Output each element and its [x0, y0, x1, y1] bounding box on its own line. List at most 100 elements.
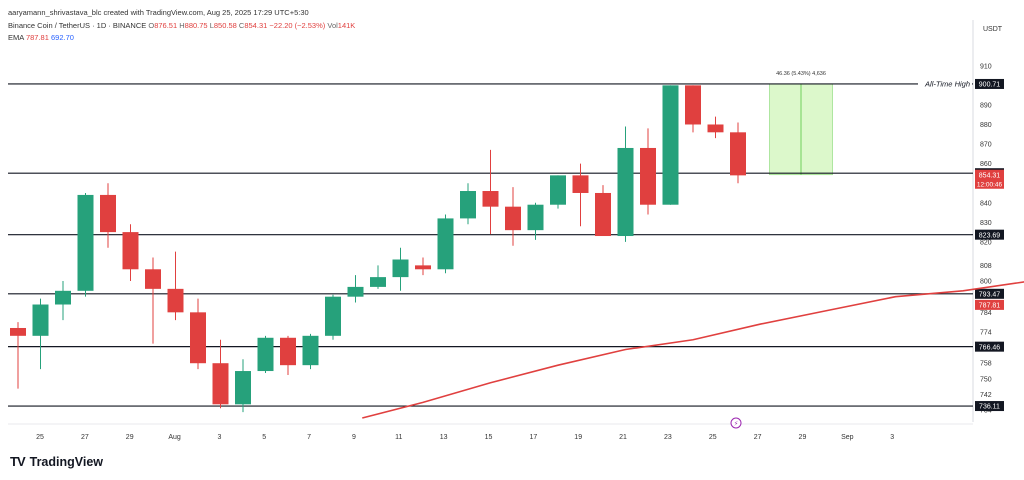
candle-body — [662, 85, 679, 205]
ohlc-high: 880.75 — [184, 21, 208, 30]
price-tag-label: 854.31 — [979, 172, 1001, 179]
x-tick-label: 25 — [36, 434, 44, 441]
ema-line — [362, 281, 1024, 419]
y-tick-label: 880 — [980, 122, 992, 129]
x-tick-label: 11 — [395, 434, 402, 441]
candle-body — [460, 191, 476, 219]
candle-body — [55, 290, 71, 305]
level-price-tag — [975, 229, 1004, 240]
candle-body — [685, 85, 701, 125]
level-price-tag — [975, 401, 1004, 412]
candle-body — [482, 191, 499, 207]
currency-label[interactable]: USDT — [983, 26, 1003, 33]
candle-body — [370, 277, 386, 287]
candle-body — [235, 371, 251, 405]
x-tick-label: Aug — [168, 434, 181, 441]
candle-body — [392, 259, 409, 278]
x-tick-label: 25 — [709, 434, 717, 441]
candle-body — [347, 286, 364, 297]
x-tick-label: 23 — [664, 434, 672, 441]
ohlc-l-label: L — [209, 21, 214, 30]
candle-body — [572, 175, 589, 193]
x-tick-label: 29 — [799, 434, 807, 441]
symbol-ohlc-line: Binance Coin / TetherUS · 1D · BINANCE O… — [8, 21, 355, 30]
candle-body — [100, 194, 116, 233]
ema-value-1: 787.81 — [25, 33, 49, 42]
candle-body — [212, 363, 229, 405]
ema-label[interactable]: EMA — [8, 33, 24, 42]
y-tick-label: 734 — [980, 408, 992, 415]
level-price-label: 736.11 — [979, 404, 1000, 411]
y-tick-label: 910 — [980, 63, 992, 70]
ema-value-2: 692.70 — [50, 33, 74, 42]
price-tag-label: 787.81 — [979, 302, 1001, 309]
candle-body — [325, 296, 341, 336]
ohlc-c-label: C — [238, 21, 245, 30]
symbol-name[interactable]: Binance Coin / TetherUS · 1D · BINANCE — [8, 21, 147, 30]
x-tick-label: Sep — [841, 434, 854, 441]
y-tick-label: 750 — [980, 376, 992, 383]
ohlc-low: 850.58 — [213, 21, 237, 30]
price-tag-box — [975, 299, 1004, 310]
candle-body — [190, 312, 206, 364]
ema-line: EMA 787.81 692.70 — [8, 33, 355, 42]
candle-body — [640, 147, 656, 205]
tradingview-logo-text: TradingView — [29, 454, 104, 469]
x-tick-label: 5 — [262, 434, 266, 441]
x-tick-label: 21 — [619, 434, 627, 441]
y-tick-label: 800 — [980, 279, 992, 286]
candle-body — [730, 132, 746, 176]
ohlc-o-label: O — [148, 21, 155, 30]
candle-body — [145, 269, 161, 289]
level-price-label: 793.47 — [979, 291, 1001, 298]
x-tick-label: 29 — [126, 434, 134, 441]
level-price-tag — [975, 78, 1004, 89]
x-tick-label: 27 — [754, 434, 762, 441]
y-tick-label: 890 — [980, 102, 992, 109]
tradingview-logo-icon: TV — [10, 454, 26, 469]
level-price-label: 823.69 — [979, 232, 1001, 239]
candle-body — [550, 175, 566, 205]
x-tick-label: 7 — [307, 434, 311, 441]
ohlc-open: 876.51 — [154, 21, 178, 30]
y-tick-label: 830 — [980, 220, 992, 227]
x-tick-label: 19 — [574, 434, 582, 441]
x-tick-label: 9 — [352, 434, 356, 441]
y-tick-label: 784 — [980, 310, 992, 317]
candle-body — [595, 192, 611, 237]
candle-body — [122, 232, 139, 270]
y-tick-label: 774 — [980, 329, 992, 336]
level-price-label: 900.71 — [979, 82, 1001, 89]
candle-body — [527, 204, 544, 231]
y-tick-label: 820 — [980, 239, 992, 246]
x-tick-label: 17 — [529, 434, 537, 441]
candle-body — [415, 265, 431, 270]
price-tag-countdown: 12:00:46 — [977, 181, 1003, 188]
price-tag-box — [975, 169, 1004, 189]
candle-body — [257, 337, 274, 372]
event-marker-icon[interactable] — [730, 417, 742, 429]
candle-body — [302, 335, 319, 366]
x-tick-label: 13 — [440, 434, 448, 441]
all-time-high-annotation: All-Time High — [924, 80, 970, 89]
x-tick-label: 27 — [81, 434, 89, 441]
level-annotation-bg — [918, 78, 972, 89]
creator-line: aaryamann_shrivastava_blc created with T… — [8, 8, 309, 17]
chart-header: aaryamann_shrivastava_blc created with T… — [8, 8, 355, 42]
candle-body — [437, 218, 454, 270]
y-tick-label: 840 — [980, 200, 992, 207]
ohlc-close: 854.31 — [244, 21, 268, 30]
candle-body — [505, 206, 521, 231]
y-tick-label: 758 — [980, 361, 992, 368]
volume-value: 141K — [337, 21, 356, 30]
y-tick-label: 808 — [980, 263, 992, 270]
candle-body — [707, 124, 724, 133]
candle-body — [167, 288, 184, 313]
x-tick-label: 3 — [217, 434, 221, 441]
y-tick-label: 870 — [980, 142, 992, 149]
x-tick-label: 3 — [890, 434, 894, 441]
y-tick-label: 860 — [980, 161, 992, 168]
candle-body — [617, 147, 634, 237]
candle-body — [280, 337, 296, 366]
